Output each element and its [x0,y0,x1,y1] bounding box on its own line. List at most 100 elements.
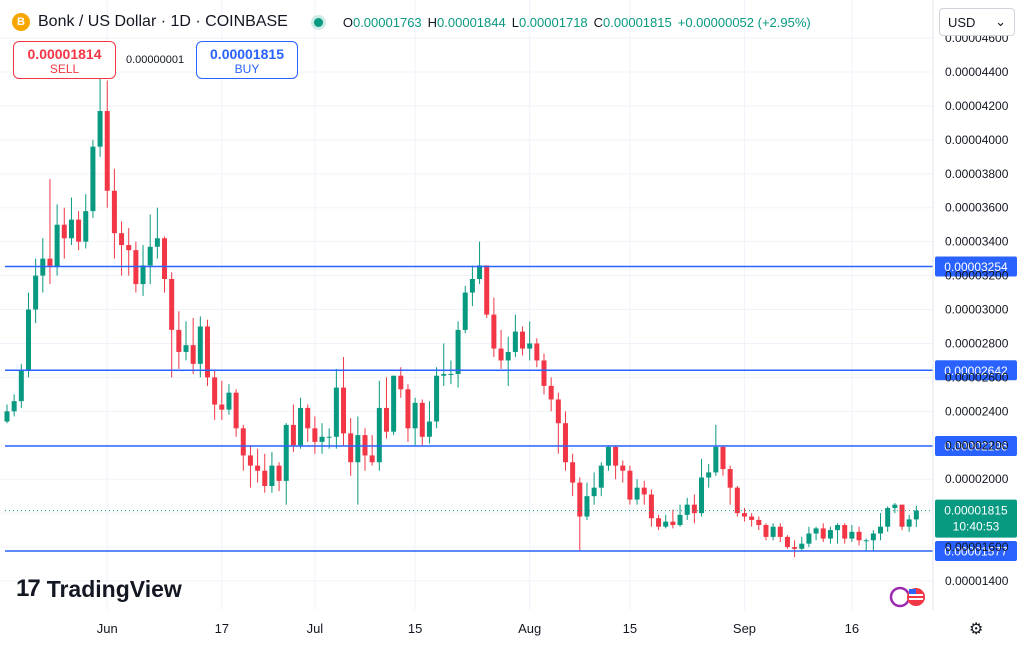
candle-body [670,521,676,526]
candle-body [104,111,110,191]
candle-body [169,278,175,330]
price-tick-label: 0.00002000 [945,472,1009,486]
candle-body [899,504,905,527]
candle-body [756,519,762,526]
candle-body [226,392,232,410]
candle-body [913,510,919,520]
candle-body [111,190,117,234]
candle-body [147,246,153,266]
candle-body [548,385,554,400]
candle-body [333,387,339,437]
candle-body [183,345,189,352]
price-tick-label: 0.00003200 [945,269,1009,283]
candle-body [520,331,526,349]
candle-body [455,329,461,375]
candle-body [827,530,833,539]
buy-button[interactable]: 0.00001815 BUY [196,41,298,79]
time-axis[interactable]: Jun 17 Jul 15 Aug 15 Sep 16 [97,621,859,636]
candle-body [892,504,898,509]
candle-body [870,533,876,541]
candle-body [305,407,311,429]
logo-text: TradingView [46,575,182,602]
sell-button[interactable]: 0.00001814 SELL [13,41,116,79]
candle-body [405,389,411,429]
candle-body [25,309,31,371]
candle-body [298,407,304,446]
candle-body [713,446,719,473]
candle-body [154,238,160,247]
candle-body [777,526,783,537]
candle-body [376,407,382,463]
candle-body [684,504,690,515]
candle-body [885,508,891,527]
sell-label: SELL [49,62,80,76]
candle-body [527,343,533,349]
sell-price: 0.00001814 [27,46,102,62]
tradingview-mark-icon: 17 [16,575,41,602]
candle-body [240,428,246,456]
price-tick-label: 0.00004400 [945,65,1009,79]
candle-body [426,421,432,437]
price-tick-label: 0.00003800 [945,167,1009,181]
open-label: O [342,14,353,30]
level-tag-label: 0.00002642 [944,364,1008,378]
candle-body [76,219,82,242]
candle-body [412,402,418,429]
low-label: L [511,14,519,30]
candle-body [491,314,497,349]
price-tick-label: 0.00001600 [945,540,1009,554]
gear-icon[interactable]: ⚙ [969,621,984,638]
symbol-title[interactable]: Bonk / US Dollar · 1D · COINBASE [38,13,288,30]
candle-body [720,446,726,470]
price-tick-label: 0.00002800 [945,336,1009,350]
candle-body [813,528,819,534]
close-label: C [593,14,604,30]
candle-body [247,455,253,466]
candles [4,75,919,558]
candle-body [498,348,504,361]
candle-body [627,470,633,500]
candle-body [749,516,755,520]
candle-body [204,326,210,378]
candle-body [162,238,168,279]
high-value: 0.00001844 [437,14,506,30]
market-open-dot-icon [313,17,323,27]
candle-body [842,525,848,539]
candle-body [577,482,583,517]
candle-body [119,233,125,246]
candle-body [434,375,440,422]
candle-body [835,525,841,531]
candle-body [505,351,511,361]
candle-body [792,547,798,549]
candle-body [462,292,468,330]
candle-body [341,387,347,434]
price-tick-label: 0.00004000 [945,133,1009,147]
candle-body [512,331,518,352]
us-flag-icon[interactable] [889,586,929,608]
horizontal-levels[interactable]: 0.00003254 0.00002642 0.00002196 0.00001577 [5,256,1017,561]
time-tick-label: Aug [518,621,541,636]
high-label: H [427,14,438,30]
time-tick-label: 15 [408,621,422,636]
candle-body [741,513,747,517]
candle-body [570,462,576,483]
price-tick-label: 0.00001400 [945,574,1009,588]
level-tag [935,360,1017,381]
candle-body [33,275,39,310]
candle-body [620,465,626,471]
level-tag-label: 0.00002196 [944,439,1008,453]
candle-body [355,435,361,463]
close-value: 0.00001815 [603,14,672,30]
tradingview-logo[interactable]: 17 TradingView [16,575,182,603]
candle-body [283,424,289,481]
currency-select[interactable]: USD ⌄ [939,8,1015,36]
candle-body [763,525,769,537]
candle-body [799,543,805,549]
candle-body [591,487,597,497]
time-tick-label: 15 [623,621,637,636]
candle-body [83,211,89,242]
candle-body [54,224,60,268]
level-tag-label: 0.00003254 [944,260,1008,274]
time-tick-label: Sep [733,621,756,636]
